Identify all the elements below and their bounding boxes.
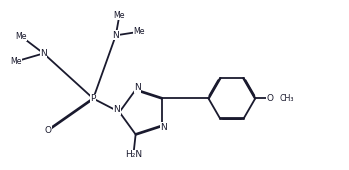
Text: N: N: [160, 123, 167, 132]
Text: P: P: [90, 94, 96, 103]
Text: Me: Me: [15, 32, 27, 41]
Text: N: N: [112, 31, 119, 40]
Text: Me: Me: [10, 57, 21, 66]
Text: Me: Me: [114, 11, 125, 20]
Text: N: N: [113, 105, 120, 114]
Text: O: O: [267, 94, 274, 103]
Text: H₂N: H₂N: [125, 150, 142, 159]
Text: N: N: [134, 83, 141, 92]
Text: CH₃: CH₃: [280, 94, 294, 103]
Text: Me: Me: [134, 27, 145, 36]
Text: O: O: [45, 126, 52, 135]
Text: N: N: [40, 49, 47, 58]
